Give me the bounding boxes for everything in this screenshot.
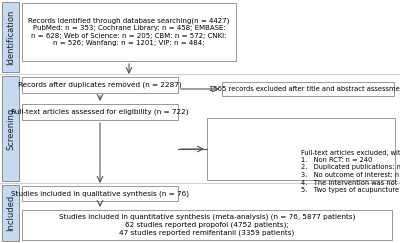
Bar — [222, 82, 394, 96]
Bar — [22, 186, 178, 201]
Text: Included: Included — [6, 195, 15, 231]
Bar — [22, 210, 392, 240]
Text: Studies included in qualitative synthesis (n = 76): Studies included in qualitative synthesi… — [11, 190, 189, 197]
Bar — [22, 3, 236, 61]
Bar — [2, 2, 19, 72]
Text: Records identified through database searching(n = 4427)
PubMed: n = 353; Cochran: Records identified through database sear… — [28, 17, 230, 46]
Text: Records after duplicates removed (n = 2287): Records after duplicates removed (n = 22… — [18, 82, 182, 88]
Text: Identification: Identification — [6, 9, 15, 65]
Bar — [2, 76, 19, 181]
Bar — [22, 104, 178, 120]
Text: Studies included in quantitative synthesis (meta-analysis) (n = 76, 5877 patient: Studies included in quantitative synthes… — [59, 214, 355, 236]
Text: 1565 records excluded after title and abstract assessment: 1565 records excluded after title and ab… — [209, 86, 400, 92]
Text: Full-text articles assessed for eligibility (n = 722): Full-text articles assessed for eligibil… — [11, 109, 189, 115]
Bar — [2, 185, 19, 241]
Bar — [22, 77, 178, 93]
Text: Screening: Screening — [6, 107, 15, 150]
Text: Full-text articles excluded, with reasons (n = 646)
1.   Non RCT: n = 240
2.   D: Full-text articles excluded, with reason… — [301, 149, 400, 193]
Bar — [207, 118, 395, 180]
